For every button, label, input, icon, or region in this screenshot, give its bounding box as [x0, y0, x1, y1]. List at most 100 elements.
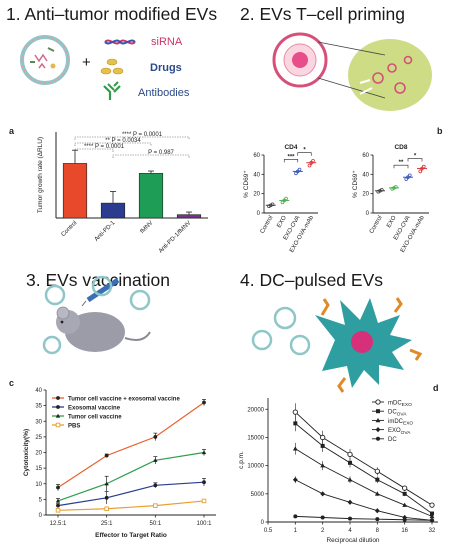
y-tick-label: 20	[253, 192, 260, 198]
panel-letter-b: b	[437, 126, 443, 136]
legend-marker	[55, 422, 61, 428]
data-point	[375, 517, 380, 522]
data-point	[153, 503, 158, 508]
data-point	[430, 511, 434, 516]
panel-letter-c: c	[9, 378, 15, 388]
data-point	[430, 518, 434, 523]
data-point	[293, 514, 298, 519]
data-point	[292, 409, 298, 415]
plus-sign: +	[82, 54, 91, 71]
y-tick-label: 40	[35, 388, 42, 394]
data-point	[347, 477, 353, 482]
significance-bracket	[393, 164, 409, 169]
series-line	[57, 481, 205, 507]
y-axis-label: % CD69⁺	[352, 170, 359, 198]
significance-label: **	[399, 160, 404, 166]
y-tick-label: 25	[35, 435, 42, 441]
data-point	[348, 516, 352, 521]
series-line	[295, 515, 433, 521]
y-tick-label: 10	[35, 482, 42, 488]
y-axis-label: c.p.m.	[238, 451, 245, 469]
data-point	[292, 446, 298, 451]
data-point	[320, 463, 326, 468]
series-line	[57, 500, 205, 511]
series-line	[295, 448, 433, 517]
chart-title: CD4	[284, 144, 297, 151]
x-tick-label: 100:1	[196, 521, 212, 527]
y-tick-label: 40	[253, 172, 260, 178]
significance-bracket	[74, 148, 114, 152]
series-line	[295, 411, 433, 506]
y-tick-label: 0	[366, 211, 370, 217]
panel-1-title: 1. Anti–tumor modified EVs	[6, 4, 218, 24]
legend-label: Tumor cell vaccine + exosomal vaccine	[68, 396, 180, 402]
y-tick-label: 15000	[247, 435, 264, 441]
y-tick-label: 40	[362, 172, 369, 178]
significance-bracket	[283, 159, 299, 163]
data-point	[374, 491, 380, 496]
data-point	[375, 477, 380, 482]
series-line	[57, 451, 205, 502]
x-tick-label: 12.5:1	[50, 521, 67, 527]
significance-label: **** P = 0.0001	[84, 144, 125, 150]
data-point	[104, 506, 109, 512]
significance-label: *	[303, 148, 306, 154]
y-tick-label: 20	[35, 451, 42, 457]
y-axis-label: Tumor growth rate (ΔRLU)	[37, 137, 44, 213]
x-axis-label: Reciprocal dilution	[326, 537, 379, 544]
significance-label: *	[414, 154, 417, 160]
chart-title: CD8	[394, 144, 407, 151]
significance-bracket	[74, 142, 152, 146]
data-point	[201, 450, 207, 455]
y-tick-label: 60	[362, 153, 369, 159]
y-tick-label: 35	[35, 404, 42, 410]
data-point	[402, 502, 408, 507]
legend-marker	[56, 396, 60, 400]
significance-bracket	[297, 152, 312, 156]
data-point	[104, 495, 109, 500]
legend-marker	[376, 409, 380, 414]
x-tick-label: 8	[376, 528, 380, 534]
legend-label: imDCEXO	[388, 419, 413, 427]
x-tick-label: 1	[294, 528, 298, 534]
legend-label: Tumor cell vaccine	[68, 414, 122, 420]
data-point	[374, 468, 380, 474]
data-point	[347, 499, 353, 505]
legend-label: mDCEXO	[388, 400, 412, 408]
legend-marker	[375, 399, 381, 405]
legend-label: EXOOVA	[388, 428, 411, 436]
x-tick-label: EXO	[276, 215, 288, 229]
x-tick-label: 50:1	[149, 521, 161, 527]
data-point	[56, 503, 60, 508]
data-point	[402, 517, 407, 522]
y-tick-label: 0	[261, 520, 265, 526]
legend-marker	[375, 427, 381, 433]
data-point	[429, 513, 435, 519]
legend-label: PBS	[68, 423, 80, 429]
legend-label: DC	[388, 437, 397, 443]
y-tick-label: 60	[253, 153, 260, 159]
significance-bracket	[112, 154, 190, 158]
y-tick-label: 5000	[251, 492, 265, 498]
series-line	[295, 423, 433, 514]
series-line	[295, 479, 433, 521]
data-point	[429, 502, 435, 508]
data-point	[320, 515, 325, 520]
x-tick-label: 2	[321, 528, 325, 534]
data-point	[348, 460, 352, 465]
x-tick-label: 16	[401, 528, 408, 534]
series-line	[57, 402, 205, 489]
significance-label: ** P = 0.0034	[105, 138, 141, 144]
data-point	[347, 451, 353, 458]
panel-letter-d: d	[433, 383, 439, 393]
data-point	[320, 434, 326, 441]
data-point	[55, 508, 61, 513]
legend-marker	[376, 436, 380, 441]
antibodies-label: Antibodies	[138, 87, 190, 99]
drugs-label: Drugs	[150, 62, 182, 74]
data-point	[56, 485, 60, 490]
data-point	[402, 491, 407, 496]
